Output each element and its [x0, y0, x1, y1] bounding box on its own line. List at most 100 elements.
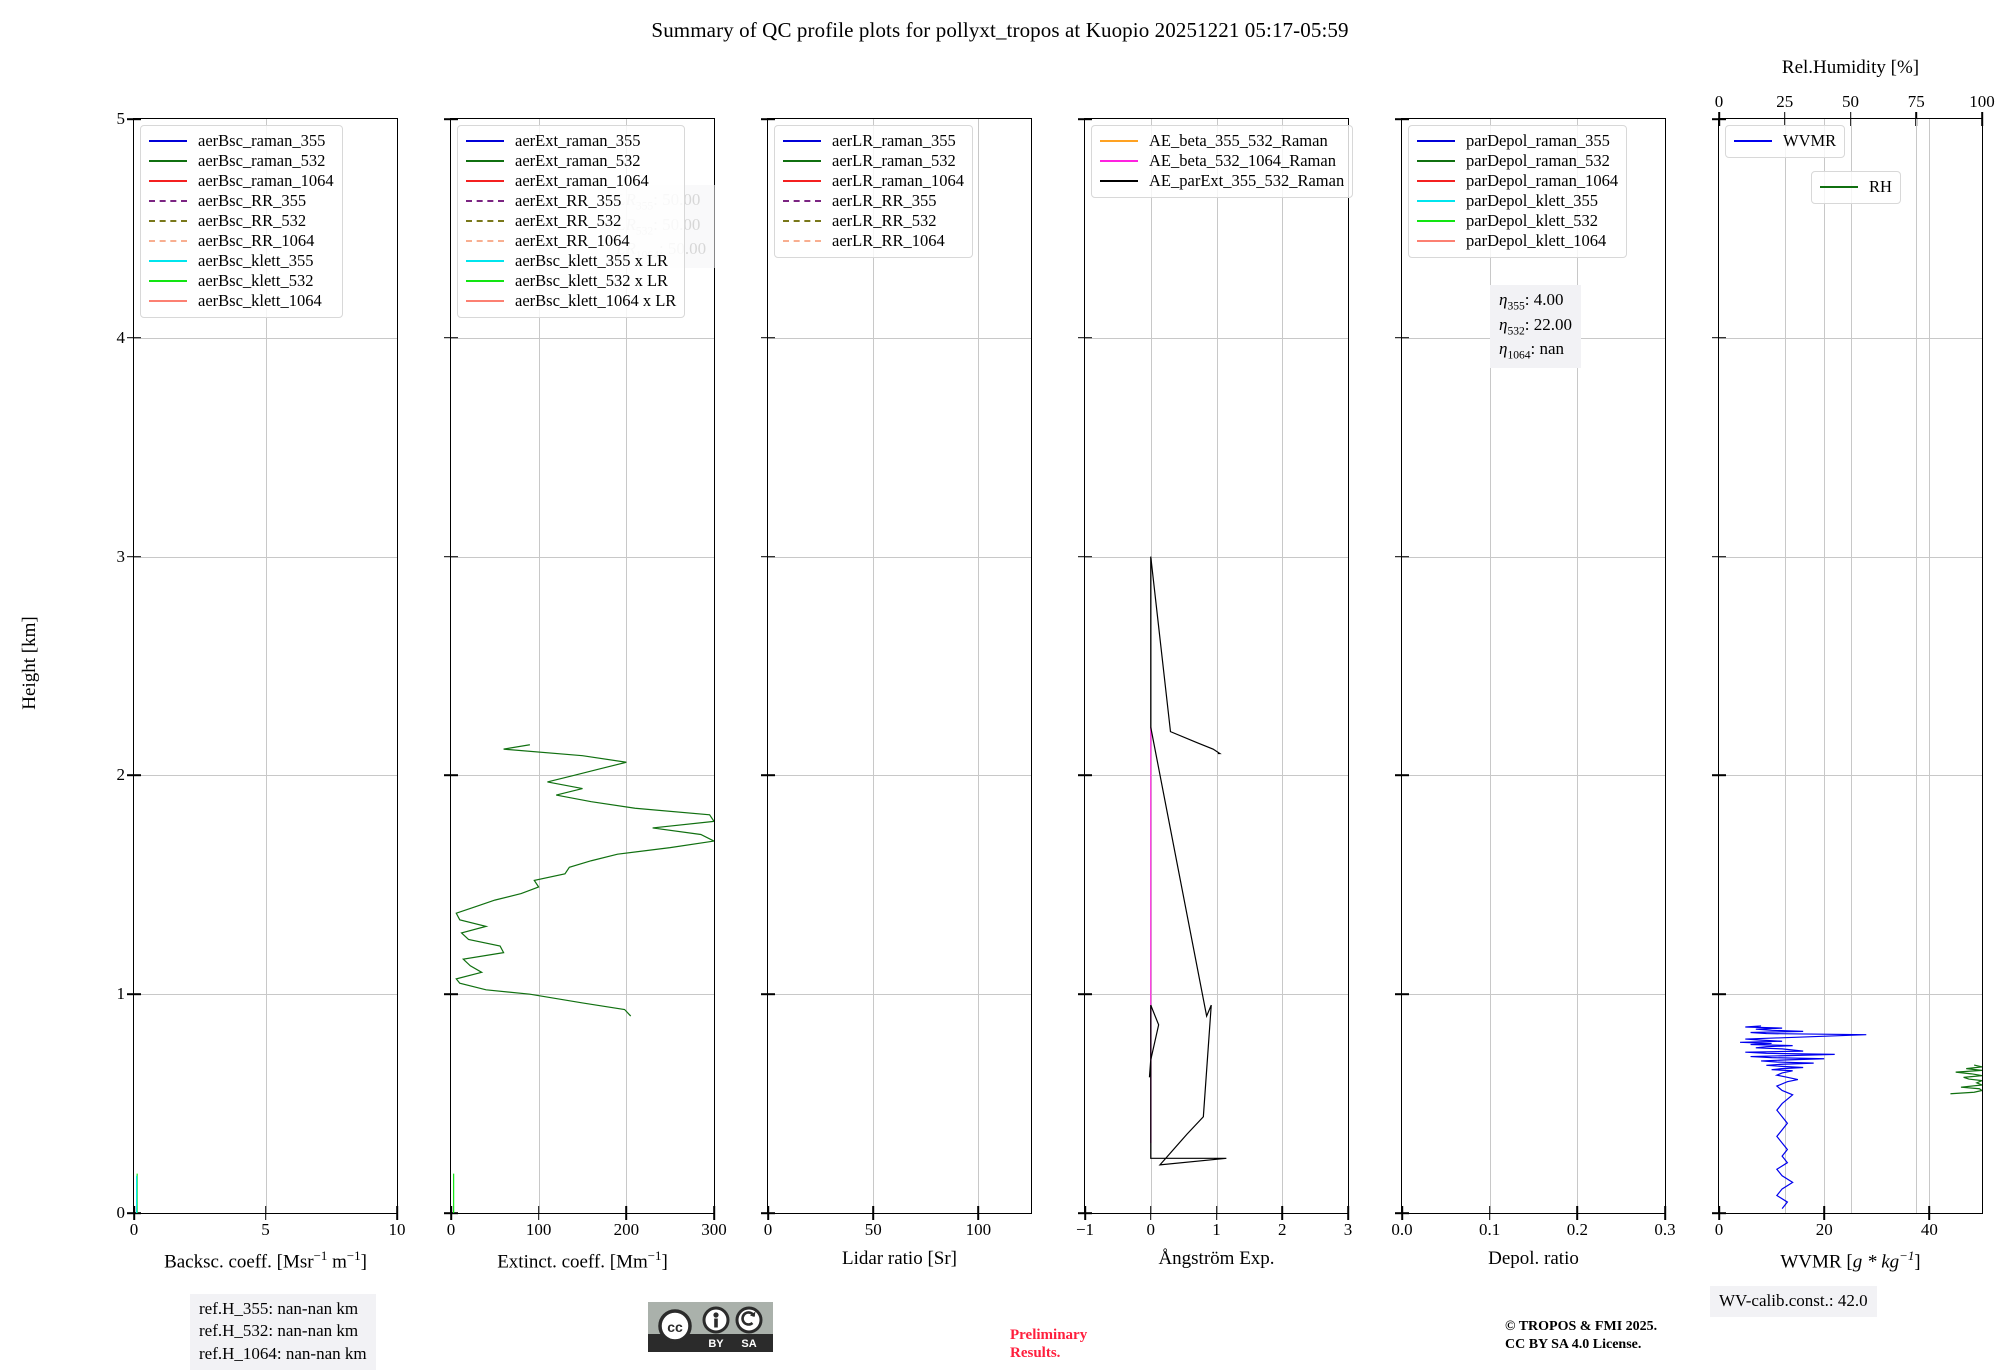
axis-title-wvmr-rh: WVMR [g * kg−1] [1780, 1248, 1921, 1273]
x-tick-label: 10 [388, 1220, 406, 1239]
legend-label: aerExt_RR_1064 [515, 231, 630, 251]
legend-item[interactable]: aerExt_raman_355 [466, 131, 676, 151]
y-tick-label: 3 [116, 546, 126, 566]
x-tick-label: 0 [446, 1220, 456, 1239]
y-axis-label: Height [km] [19, 616, 40, 710]
copyright-line: © TROPOS & FMI 2025. [1505, 1319, 1658, 1334]
legend-item[interactable]: aerLR_raman_355 [783, 131, 964, 151]
legend-label: aerBsc_klett_532 x LR [515, 271, 669, 291]
legend-label: parDepol_klett_1064 [1466, 231, 1607, 251]
preliminary-line: Results. [1010, 1345, 1061, 1362]
legend-item[interactable]: AE_beta_355_532_Raman [1100, 131, 1344, 151]
plot-box-extinction: 0 100 200 300 Extinct. coeff. [Mm−1] aerExt_r… [444, 118, 727, 1272]
legend-item[interactable]: aerBsc_klett_1064 [149, 291, 334, 311]
legend-swatch [466, 280, 504, 282]
legend-item[interactable]: aerBsc_klett_532 [149, 271, 334, 291]
legend-swatch [466, 140, 504, 142]
legend-item[interactable]: parDepol_klett_1064 [1417, 231, 1618, 251]
legend-item[interactable]: WVMR [1734, 131, 1836, 151]
legend-swatch [466, 300, 504, 302]
x-tick-label: 0 [763, 1220, 773, 1239]
legend-item[interactable]: aerBsc_klett_355 [149, 251, 334, 271]
legend-item[interactable]: aerBsc_RR_532 [149, 211, 334, 231]
legend-item[interactable]: aerExt_RR_355 [466, 191, 676, 211]
legend-item[interactable]: AE_beta_532_1064_Raman [1100, 151, 1344, 171]
legend-item[interactable]: aerBsc_klett_1064 x LR [466, 291, 676, 311]
legend-swatch [149, 180, 187, 182]
legend-swatch [466, 240, 504, 242]
legend-item[interactable]: aerExt_raman_532 [466, 151, 676, 171]
cc-license-badge[interactable]: cc BY SA [648, 1302, 773, 1352]
legend-item[interactable]: aerLR_RR_355 [783, 191, 964, 211]
panel-depol-ratio: 0.0 0.1 0.2 0.3 Depol. ratio parDepol_raman_3… [1391, 118, 1676, 1269]
cc-sa-text: SA [741, 1338, 756, 1350]
x-tick-label: 0.2 [1566, 1220, 1588, 1239]
x-tick-label: 0.1 [1479, 1220, 1501, 1239]
annotation-line: η1064: nan [1499, 339, 1565, 362]
legend-label: aerBsc_klett_532 [198, 271, 314, 291]
legend-item[interactable]: AE_parExt_355_532_Raman [1100, 171, 1344, 191]
legend-label: aerBsc_klett_1064 x LR [515, 291, 677, 311]
legend-label: aerBsc_klett_1064 [198, 291, 322, 311]
legend-label: parDepol_raman_532 [1466, 151, 1610, 171]
legend-item[interactable]: parDepol_raman_355 [1417, 131, 1618, 151]
legend-swatch [149, 240, 187, 242]
axis-title-extinction: Extinct. coeff. [Mm−1] [497, 1248, 668, 1273]
plot-box-backscatter: 0 1 2 3 4 5 0 5 10 Backsc. coeff. [Msr−1 m−1] aerB… [117, 109, 406, 1272]
legend-label: aerExt_raman_532 [515, 151, 641, 171]
legend-label: aerLR_RR_532 [832, 211, 937, 231]
legend-swatch [783, 160, 821, 162]
legend-item[interactable]: parDepol_raman_532 [1417, 151, 1618, 171]
legend-item[interactable]: aerBsc_raman_532 [149, 151, 334, 171]
legend-label: parDepol_raman_1064 [1466, 171, 1619, 191]
legend-item[interactable]: aerLR_raman_532 [783, 151, 964, 171]
x-tick-label: 2 [1278, 1220, 1287, 1239]
x-tick-label: 200 [613, 1220, 640, 1239]
legend-label: aerLR_raman_532 [832, 151, 956, 171]
ref-height-line: ref.H_355: nan-nan km [199, 1299, 359, 1318]
x-tick-label: 50 [864, 1220, 882, 1239]
legend-swatch [149, 160, 187, 162]
legend-item[interactable]: aerExt_RR_1064 [466, 231, 676, 251]
legend-label: aerBsc_RR_355 [198, 191, 307, 211]
legend-item[interactable]: aerLR_RR_1064 [783, 231, 964, 251]
legend-item[interactable]: aerLR_RR_532 [783, 211, 964, 231]
legend-item[interactable]: aerBsc_raman_1064 [149, 171, 334, 191]
legend-wvmr-rh-secondary: RH [1811, 171, 1901, 204]
panel-lidar-ratio: 0 50 100 Lidar ratio [Sr] aerLR_raman_355 aer… [761, 118, 1032, 1269]
legend-item[interactable]: aerBsc_raman_355 [149, 131, 334, 151]
legend-item[interactable]: parDepol_raman_1064 [1417, 171, 1618, 191]
legend-swatch [783, 180, 821, 182]
x-tick-label: 100 [525, 1220, 552, 1239]
legend-label: aerExt_raman_355 [515, 131, 641, 151]
copyright-line: CC BY SA 4.0 License. [1505, 1336, 1642, 1352]
legend-label: AE_beta_532_1064_Raman [1149, 151, 1336, 171]
legend-label: aerBsc_RR_1064 [198, 231, 315, 251]
legend-item[interactable]: aerBsc_RR_355 [149, 191, 334, 211]
legend-item[interactable]: aerExt_RR_532 [466, 211, 676, 231]
annotation-line: η532: 22.00 [1499, 314, 1572, 338]
legend-swatch [466, 220, 504, 222]
x-tick-label-top: 0 [1714, 92, 1724, 111]
legend-swatch [466, 160, 504, 162]
legend-label: aerBsc_raman_1064 [198, 171, 334, 191]
copyright-note: © TROPOS & FMI 2025. CC BY SA 4.0 License… [1505, 1318, 1657, 1353]
annotation-depol-ratio: η355: 4.00 η532: 22.00 η1064: nan [1490, 285, 1581, 368]
x-tick-label: 1 [1212, 1220, 1221, 1239]
legend-label: aerExt_RR_532 [515, 211, 622, 231]
legend-swatch [1734, 140, 1772, 142]
legend-item[interactable]: aerBsc_RR_1064 [149, 231, 334, 251]
legend-label: aerBsc_RR_532 [198, 211, 307, 231]
panel-angstrom: −1 0 1 2 3 Ångström Exp. AE_beta_355_532_Raman… [1076, 118, 1354, 1269]
legend-item[interactable]: aerLR_raman_1064 [783, 171, 964, 191]
legend-item[interactable]: parDepol_klett_532 [1417, 211, 1618, 231]
legend-swatch [1417, 220, 1455, 222]
legend-item[interactable]: parDepol_klett_355 [1417, 191, 1618, 211]
legend-item[interactable]: RH [1820, 177, 1892, 197]
x-tick-label: 100 [965, 1220, 992, 1239]
legend-item[interactable]: aerExt_raman_1064 [466, 171, 676, 191]
legend-swatch [149, 260, 187, 262]
legend-item[interactable]: aerBsc_klett_355 x LR [466, 251, 676, 271]
legend-label: WVMR [1783, 131, 1837, 151]
legend-item[interactable]: aerBsc_klett_532 x LR [466, 271, 676, 291]
